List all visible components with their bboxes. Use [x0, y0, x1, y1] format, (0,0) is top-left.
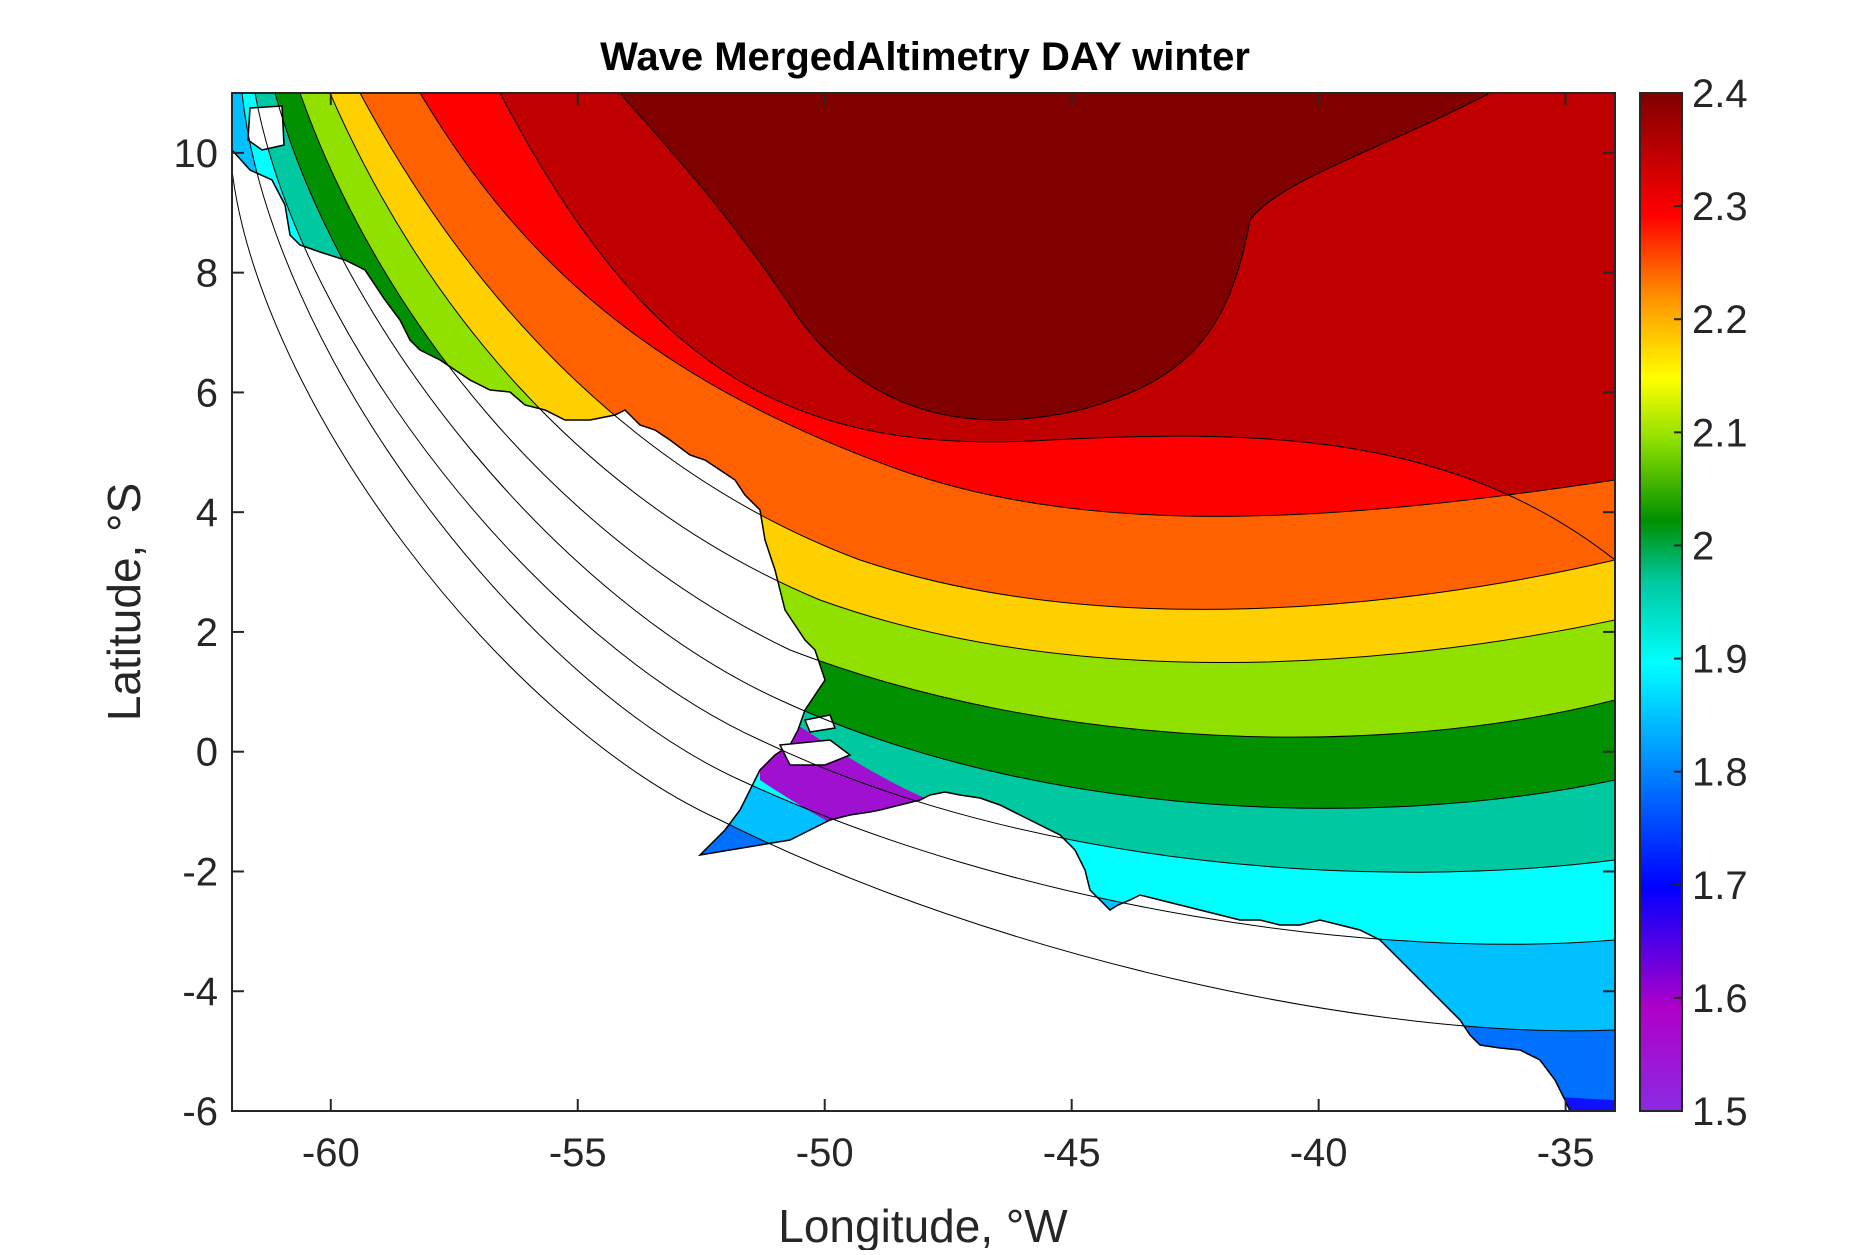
- colorbar-tick-label: 1.5: [1692, 1090, 1748, 1134]
- colorbar-tick-label: 1.9: [1692, 638, 1748, 682]
- y-axis-label: Latitude, °S: [98, 483, 150, 721]
- x-tick-label: -50: [796, 1131, 854, 1175]
- delta-island: [803, 714, 837, 733]
- y-tick-label: -2: [182, 850, 218, 894]
- island: [247, 105, 285, 151]
- contour-band-2.4: [620, 93, 1490, 420]
- colorbar-ticks: 1.5 1.6 1.7 1.8 1.9 2 2.1 2.2 2.3 2.4: [1674, 72, 1748, 1134]
- y-tick-label: 2: [196, 611, 218, 655]
- y-axis-ticks: -6 -4 -2 0 2 4 6 8 10: [174, 132, 1615, 1134]
- y-tick-label: 10: [174, 132, 219, 176]
- x-tick-label: -55: [549, 1131, 607, 1175]
- y-tick-label: 6: [196, 371, 218, 415]
- x-axis-ticks: -60 -55 -50 -45 -40 -35: [302, 93, 1595, 1175]
- chart-title: Wave MergedAltimetry DAY winter: [600, 35, 1250, 79]
- x-tick-label: -60: [302, 1131, 360, 1175]
- y-tick-label: 4: [196, 491, 218, 535]
- colorbar-tick-label: 1.8: [1692, 751, 1748, 795]
- y-tick-label: -6: [182, 1090, 218, 1134]
- land-mass: [232, 148, 1571, 1111]
- colorbar-tick-label: 1.6: [1692, 977, 1748, 1021]
- plot-frame: [231, 92, 1616, 1112]
- colorbar-tick-label: 2.1: [1692, 411, 1748, 455]
- colorbar-tick-label: 2: [1692, 524, 1714, 568]
- x-tick-label: -35: [1537, 1131, 1595, 1175]
- colorbar: [1639, 92, 1683, 1112]
- x-tick-label: -40: [1290, 1131, 1348, 1175]
- colorbar-tick-label: 2.4: [1692, 72, 1748, 116]
- x-tick-label: -45: [1043, 1131, 1101, 1175]
- y-tick-label: -4: [182, 970, 218, 1014]
- wave-height-field: [232, 93, 1615, 1111]
- colorbar-tick-label: 2.3: [1692, 185, 1748, 229]
- x-axis-label: Longitude, °W: [778, 1200, 1068, 1250]
- contour-lines: [232, 93, 1615, 1032]
- colorbar-tick-label: 2.2: [1692, 298, 1748, 342]
- colorbar-tick-label: 1.7: [1692, 864, 1748, 908]
- y-tick-label: 0: [196, 731, 218, 775]
- delta-island: [778, 739, 852, 766]
- y-tick-label: 8: [196, 252, 218, 296]
